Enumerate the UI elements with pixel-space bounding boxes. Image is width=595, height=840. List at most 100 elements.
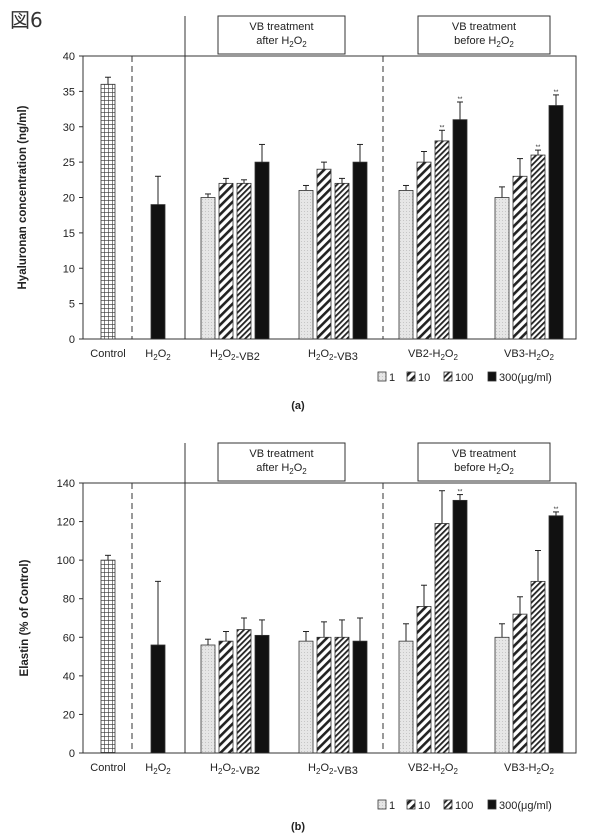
bar xyxy=(434,140,450,340)
category-label: VB3-H2O2 xyxy=(504,348,554,362)
treatment-annotation-box xyxy=(217,15,346,55)
bar xyxy=(254,161,270,340)
bar xyxy=(236,182,252,340)
chart-panel-b: 0 20 40 60 80 100 120 140 Elastin (% of Control)… xyxy=(19,442,577,833)
legend-swatch xyxy=(487,371,497,382)
category-label: H2O2 xyxy=(145,348,171,362)
legend-label: 10 xyxy=(418,372,430,384)
category-label: H2O2-VB3 xyxy=(308,762,358,777)
legend-swatch xyxy=(443,799,453,810)
bar xyxy=(316,168,332,340)
bar xyxy=(352,640,368,754)
bar xyxy=(150,644,166,754)
treatment-annotation-text: VB treatment xyxy=(452,21,516,33)
treatment-annotation-text: after H2O2 xyxy=(256,35,307,49)
y-tick-label: 60 xyxy=(63,632,75,644)
category-label: VB2-H2O2 xyxy=(408,762,458,776)
category-label: Control xyxy=(90,762,125,774)
bar xyxy=(334,636,350,754)
y-tick-label: 100 xyxy=(57,555,75,567)
legend-swatch xyxy=(377,799,387,810)
bar xyxy=(254,634,270,754)
category-label: VB3-H2O2 xyxy=(504,762,554,776)
bar xyxy=(416,161,432,340)
legend-label: 10 xyxy=(418,800,430,812)
bar xyxy=(494,197,510,340)
legend-swatch xyxy=(406,799,416,810)
bar xyxy=(548,105,564,340)
legend-label: 100 xyxy=(455,800,473,812)
significance-marker: ** xyxy=(458,97,463,103)
y-tick-label: 120 xyxy=(57,517,75,529)
y-tick-label: 5 xyxy=(69,299,75,311)
y-axis-label: Hyaluronan concentration (ng/ml) xyxy=(17,105,29,289)
treatment-annotation-text: VB treatment xyxy=(452,448,516,460)
y-tick-label: 0 xyxy=(69,748,75,760)
treatment-annotation-box xyxy=(417,15,551,55)
bar xyxy=(218,182,234,340)
category-label: H2O2 xyxy=(145,762,171,776)
category-label: H2O2-VB2 xyxy=(210,762,260,777)
bar xyxy=(200,197,216,340)
bar xyxy=(200,644,216,754)
legend-label: 1 xyxy=(389,800,395,812)
treatment-annotation-text: after H2O2 xyxy=(256,462,307,476)
bar xyxy=(298,640,314,754)
bar xyxy=(100,83,116,340)
treatment-annotation-text: VB treatment xyxy=(249,448,313,460)
bar xyxy=(512,613,528,754)
bar xyxy=(494,636,510,754)
treatment-annotation-box xyxy=(217,442,346,482)
y-tick-label: 80 xyxy=(63,594,75,606)
figure-label: 図6 xyxy=(10,8,43,32)
y-tick-label: 40 xyxy=(63,51,75,63)
chart-panel-a: 0 5 10 15 20 25 30 35 40 Hyaluronan concentration… xyxy=(17,15,577,412)
legend-label: 300(μg/ml) xyxy=(499,800,552,812)
significance-marker: ** xyxy=(458,490,463,496)
bar xyxy=(316,636,332,754)
bar xyxy=(452,499,468,754)
y-tick-label: 20 xyxy=(63,193,75,205)
treatment-annotation-text: before H2O2 xyxy=(454,462,514,476)
bar xyxy=(334,182,350,340)
bar xyxy=(416,606,432,754)
bar xyxy=(398,190,414,340)
bar xyxy=(434,523,450,754)
bar xyxy=(530,154,546,340)
y-tick-label: 35 xyxy=(63,86,75,98)
bar xyxy=(100,559,116,754)
bar xyxy=(512,175,528,340)
significance-marker: ** xyxy=(440,125,445,131)
significance-marker: ** xyxy=(554,507,559,513)
legend-swatch xyxy=(377,371,387,382)
bar xyxy=(352,161,368,340)
y-tick-label: 40 xyxy=(63,671,75,683)
bar xyxy=(236,629,252,754)
legend-label: 100 xyxy=(455,372,473,384)
category-label: Control xyxy=(90,348,125,360)
treatment-annotation-text: VB treatment xyxy=(249,21,313,33)
panel-label: (b) xyxy=(291,821,305,833)
panel-label: (a) xyxy=(291,400,305,412)
legend-swatch xyxy=(443,371,453,382)
bar xyxy=(150,204,166,340)
significance-marker: ** xyxy=(554,90,559,96)
y-tick-label: 30 xyxy=(63,122,75,134)
legend-swatch xyxy=(406,371,416,382)
legend-swatch xyxy=(487,799,497,810)
bar xyxy=(218,640,234,754)
y-tick-label: 15 xyxy=(63,228,75,240)
bar xyxy=(530,580,546,754)
y-tick-label: 0 xyxy=(69,334,75,346)
significance-marker: ** xyxy=(536,145,541,151)
bar xyxy=(548,515,564,754)
y-axis-label: Elastin (% of Control) xyxy=(19,559,31,676)
y-tick-label: 20 xyxy=(63,709,75,721)
treatment-annotation-box xyxy=(417,442,551,482)
bar xyxy=(398,640,414,754)
bar xyxy=(452,119,468,340)
treatment-annotation-text: before H2O2 xyxy=(454,35,514,49)
category-label: H2O2-VB2 xyxy=(210,348,260,363)
y-tick-label: 140 xyxy=(57,478,75,490)
legend-label: 300(μg/ml) xyxy=(499,372,552,384)
